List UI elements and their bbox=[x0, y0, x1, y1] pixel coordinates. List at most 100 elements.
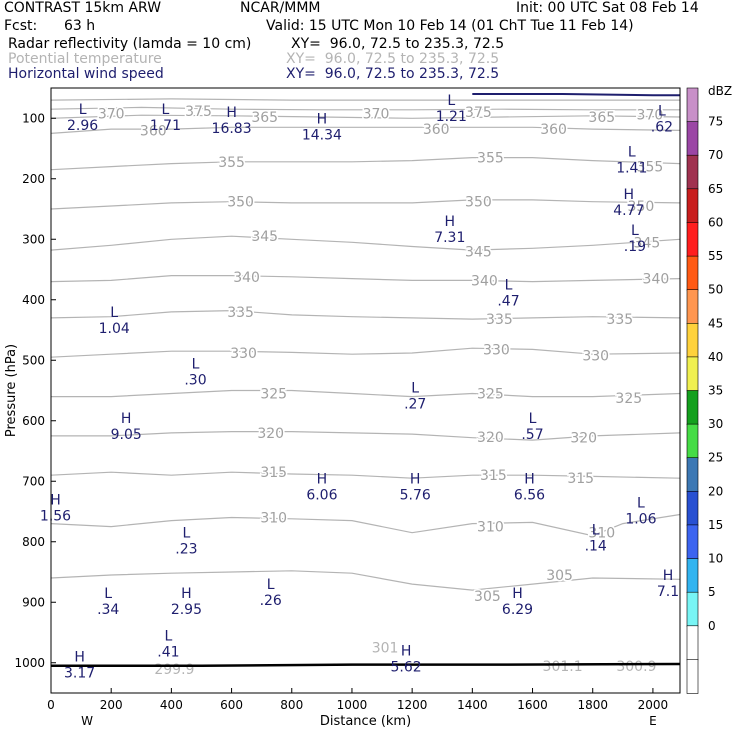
surface-layer bbox=[51, 662, 681, 668]
wind-extremum-low-letter: L bbox=[182, 526, 190, 542]
theta-contour-370 bbox=[50, 106, 680, 111]
wind-extremum-value: 1.71 bbox=[150, 118, 181, 134]
colorbar-cell bbox=[686, 356, 699, 392]
colorbar-cell bbox=[686, 625, 699, 661]
wind-extremum-low-letter: L bbox=[631, 223, 639, 239]
wind-extremum-value: 5.62 bbox=[391, 660, 422, 676]
theta-label-345: 345 bbox=[465, 244, 492, 260]
wind-extremum-high-letter: H bbox=[74, 650, 85, 666]
wind-extremum-high-letter: H bbox=[317, 471, 328, 487]
west-label: W bbox=[81, 714, 93, 728]
wind-extremum-value: 1.04 bbox=[99, 321, 130, 337]
init-time: Init: 00 UTC Sat 08 Feb 14 bbox=[516, 0, 699, 16]
wind-extremum-value: .47 bbox=[497, 294, 519, 310]
theta-label-310: 310 bbox=[260, 511, 287, 527]
wind-extremum-value: .41 bbox=[157, 645, 179, 661]
theta-label-370: 370 bbox=[637, 108, 664, 124]
colorbar-label: 75 bbox=[708, 115, 723, 129]
x-tick-label: 400 bbox=[160, 698, 183, 712]
wind-extremum-value: .19 bbox=[624, 239, 646, 255]
theta-label-330: 330 bbox=[582, 348, 609, 364]
theta-label-320: 320 bbox=[570, 431, 597, 447]
y-tick-label: 300 bbox=[22, 232, 45, 246]
colorbar-label: 45 bbox=[708, 316, 723, 330]
theta-contour-310 bbox=[50, 513, 681, 537]
x-tick-label: 200 bbox=[100, 698, 123, 712]
colorbar-cell bbox=[686, 188, 699, 224]
wind-extremum-high-letter: H bbox=[512, 586, 523, 602]
theta-label-370: 370 bbox=[363, 106, 390, 122]
wind-extremum-value: 7.1 bbox=[657, 584, 679, 600]
theta-label-330: 330 bbox=[483, 342, 510, 358]
colorbar-label: 35 bbox=[708, 384, 723, 398]
colorbar-label: 10 bbox=[708, 552, 723, 566]
theta-contour-360 bbox=[50, 126, 681, 134]
theta-label-345: 345 bbox=[251, 229, 278, 245]
y-tick-label: 100 bbox=[22, 111, 45, 125]
x-axis-label: Distance (km) bbox=[320, 714, 411, 729]
wind-extremum-low-letter: L bbox=[79, 102, 87, 118]
y-tick-label: 700 bbox=[22, 474, 45, 488]
theta-contour-335 bbox=[50, 309, 681, 320]
wind-extremum-value: 6.29 bbox=[502, 602, 533, 618]
colorbar-cell bbox=[686, 255, 699, 291]
colorbar-label: 30 bbox=[708, 417, 723, 431]
wind-extremum-high-letter: H bbox=[624, 187, 635, 203]
theta-contour-340 bbox=[50, 275, 681, 283]
theta-contour-330 bbox=[50, 347, 681, 358]
forecast-label: Fcst: bbox=[4, 18, 38, 34]
wind-extremum-value: 2.95 bbox=[171, 602, 202, 618]
theta-label-340: 340 bbox=[471, 273, 498, 289]
theta-contour-325 bbox=[51, 389, 681, 398]
wind-extremum-value: .34 bbox=[97, 602, 119, 618]
wind-extremum-low-letter: L bbox=[592, 523, 600, 539]
colorbar-cell bbox=[686, 322, 699, 358]
theta-label-340: 340 bbox=[643, 272, 670, 288]
field-wind-xy: XY= 96.0, 72.5 to 235.3, 72.5 bbox=[286, 66, 500, 82]
theta-label-375: 375 bbox=[185, 104, 212, 120]
wind-extremum-value: 1.56 bbox=[40, 508, 71, 524]
x-tick-label: 1400 bbox=[457, 698, 488, 712]
wind-extremum-value: 5.76 bbox=[400, 487, 431, 503]
colorbar-label: 65 bbox=[708, 182, 723, 196]
theta-label-340: 340 bbox=[233, 270, 260, 286]
wind-extremum-low-letter: L bbox=[447, 93, 455, 109]
wind-extremum-value: 4.77 bbox=[613, 203, 644, 219]
y-tick-label: 200 bbox=[22, 172, 45, 186]
wind-extremum-value: .26 bbox=[260, 593, 282, 609]
colorbar-cell bbox=[686, 154, 699, 190]
theta-label-325: 325 bbox=[260, 387, 287, 403]
field-theta-xy: XY= 96.0, 72.5 to 235.3, 72.5 bbox=[286, 51, 500, 67]
colorbar-label: 70 bbox=[708, 148, 723, 162]
theta-label-360: 360 bbox=[140, 123, 167, 139]
wind-extremum-high-letter: H bbox=[410, 471, 421, 487]
wind-extremum-high-letter: H bbox=[445, 214, 456, 230]
theta-contour-365 bbox=[50, 114, 681, 119]
wind-extremum-value: .62 bbox=[651, 119, 673, 135]
wind-extremum-value: .30 bbox=[184, 372, 206, 388]
wind-extremum-high-letter: H bbox=[524, 471, 535, 487]
theta-contour-315 bbox=[50, 471, 681, 479]
wind-extremum-value: .57 bbox=[521, 427, 543, 443]
colorbar-label: 20 bbox=[708, 484, 723, 498]
wind-extremum-value: .14 bbox=[585, 539, 607, 555]
theta-label-310: 310 bbox=[477, 520, 504, 536]
theta-surface-label: 299.9 bbox=[154, 662, 194, 678]
axes: 0 200 400 600 800 1000 1200 1400 1600 1800 2000 100… bbox=[4, 111, 668, 729]
theta-label-350: 350 bbox=[227, 195, 254, 211]
wind-layer bbox=[472, 93, 680, 97]
colorbar-label: 0 bbox=[708, 619, 716, 633]
theta-contours bbox=[50, 98, 681, 591]
x-tick-label: 1600 bbox=[517, 698, 548, 712]
wind-extremum-value: 7.31 bbox=[434, 230, 465, 246]
theta-contour-350 bbox=[50, 199, 681, 210]
x-tick-label: 2000 bbox=[638, 698, 669, 712]
colorbar-label: 25 bbox=[708, 451, 723, 465]
colorbar-label: 50 bbox=[708, 283, 723, 297]
colorbar-label: 60 bbox=[708, 215, 723, 229]
east-label: E bbox=[649, 714, 657, 728]
theta-surface-label: 301.1 bbox=[543, 659, 583, 675]
wind-extremum-low-letter: L bbox=[104, 586, 112, 602]
x-tick-label: 1200 bbox=[397, 698, 428, 712]
